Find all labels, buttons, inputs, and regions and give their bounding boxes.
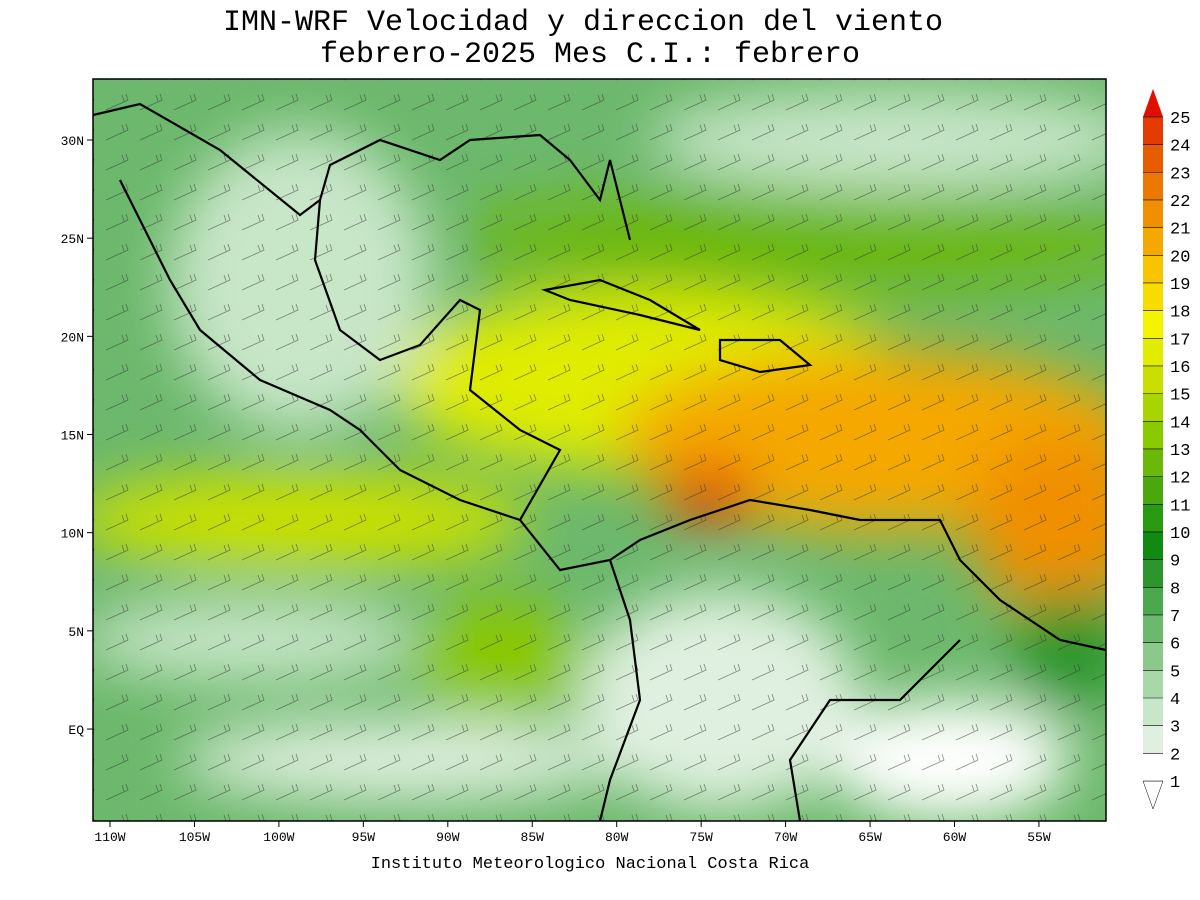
colorbar-label: 20 [1170,248,1190,267]
colorbar-swatch [1143,310,1163,339]
colorbar-label: 10 [1170,525,1190,544]
colorbar-swatch [1143,531,1163,560]
colorbar-swatch [1143,144,1163,173]
colorbar-swatch [1143,116,1163,145]
lat-label: 10N [61,527,84,542]
lat-label: 5N [68,625,84,640]
colorbar-label: 23 [1170,165,1190,184]
colorbar-swatch [1143,365,1163,394]
lon-label: 105W [179,830,210,845]
title-line: IMN-WRF Velocidad y direccion del viento [223,6,943,40]
lon-label: 60W [943,830,967,845]
lat-label: 30N [61,134,84,149]
lat-label: 20N [61,330,84,345]
colorbar-label: 15 [1170,387,1190,406]
colorbar-swatch [1143,559,1163,588]
colorbar-label: 14 [1170,414,1190,433]
colorbar-label: 11 [1170,497,1190,516]
colorbar-label: 9 [1170,553,1180,572]
colorbar-bottom [1142,780,1164,810]
lon-label: 85W [521,830,545,845]
credit: Instituto Meteorologico Nacional Costa R… [371,855,810,874]
colorbar-swatch [1143,504,1163,532]
colorbar-swatch [1143,725,1163,754]
lon-label: 95W [352,830,376,845]
colorbar-swatch [1143,642,1163,671]
colorbar-label: 17 [1170,331,1190,350]
colorbar-swatch [1143,448,1163,477]
colorbar-label: 4 [1170,691,1180,710]
colorbar-swatch [1143,476,1163,505]
colorbar-label: 6 [1170,636,1180,655]
colorbar-swatch [1143,614,1163,643]
colorbar-label: 19 [1170,276,1190,295]
lat-label: 25N [61,232,84,247]
colorbar-swatch [1143,199,1163,228]
colorbar-label: 25 [1170,110,1190,129]
colorbar-label: 13 [1170,442,1190,461]
lat-label: EQ [68,723,84,738]
colorbar-swatch [1143,255,1163,283]
colorbar-swatch [1143,172,1163,200]
lat-label: 15N [61,429,84,444]
colorbar-swatch [1143,587,1163,615]
lon-label: 65W [858,830,882,845]
colorbar-swatch [1143,282,1163,311]
lon-label: 110W [94,830,125,845]
colorbar-swatch [1143,393,1163,422]
colorbar-top [1143,88,1163,117]
lon-label: 80W [605,830,629,845]
colorbar-label: 3 [1170,719,1180,738]
plot-frame [92,78,1107,822]
colorbar-label: 18 [1170,304,1190,323]
colorbar-label: 7 [1170,608,1180,627]
colorbar-swatch [1143,753,1163,781]
lon-label: 70W [774,830,798,845]
colorbar-label: 21 [1170,221,1190,240]
colorbar-swatch [1143,670,1163,698]
colorbar-label: 8 [1170,580,1180,599]
wind-field [93,79,1106,821]
lon-label: 100W [263,830,294,845]
colorbar-label: 5 [1170,663,1180,682]
lon-label: 55W [1027,830,1051,845]
colorbar-label: 22 [1170,193,1190,212]
colorbar-swatch [1143,338,1163,366]
colorbar-label: 24 [1170,138,1190,157]
lon-label: 90W [436,830,460,845]
colorbar-label: 16 [1170,359,1190,378]
colorbar-label: 1 [1170,774,1180,793]
title-line: febrero-2025 Mes C.I.: febrero [320,38,860,72]
colorbar-label: 2 [1170,746,1180,765]
colorbar-swatch [1143,421,1163,449]
colorbar-label: 12 [1170,470,1190,489]
lon-label: 75W [689,830,713,845]
colorbar-swatch [1143,227,1163,256]
colorbar-swatch [1143,697,1163,726]
